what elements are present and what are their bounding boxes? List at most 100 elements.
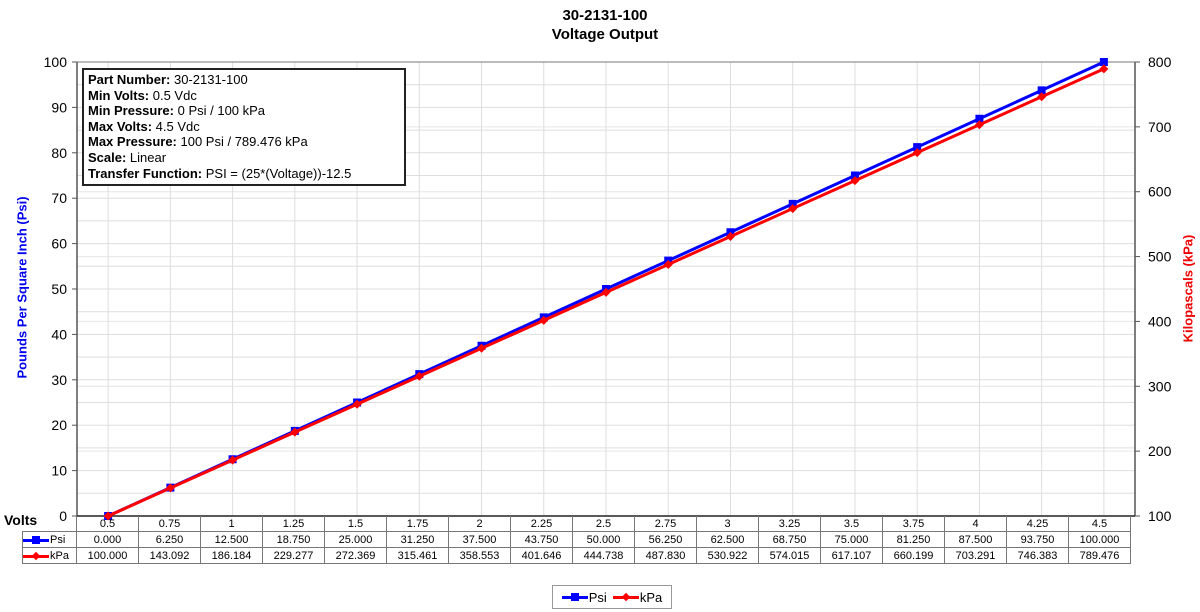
table-cell: 444.738 [572,547,635,564]
left-tick-label: 50 [51,281,67,297]
x-axis-label: Volts [4,512,38,528]
table-cell: 703.291 [944,547,1007,564]
marker-diamond [663,259,673,269]
info-value: 100 Psi / 789.476 kPa [176,134,308,150]
table-cell: 487.830 [634,547,697,564]
right-tick-label: 500 [1148,249,1172,265]
info-label: Min Volts: [88,87,150,103]
marker-diamond [352,399,362,409]
table-category-cell: 3.75 [882,516,945,532]
legend-item-kpa: kPa [612,590,662,605]
info-value: 4.5 Vdc [152,118,200,134]
left-tick-label: 40 [51,326,67,342]
table-category-cell: 3.25 [758,516,821,532]
info-value: 0 Psi / 100 kPa [173,103,266,119]
table-row-label: kPa [22,547,77,564]
left-axis-label: Pounds Per Square Inch (Psi) [14,196,30,379]
table-category-cell: 1.75 [386,516,449,532]
psi-swatch-icon [23,535,49,544]
right-tick-label: 100 [1148,508,1172,524]
table-cell: 25.000 [324,531,387,548]
info-value: PSI = (25*(Voltage))-12.5 [202,165,352,181]
legend: Psi kPa [552,585,672,609]
table-cell: 574.015 [758,547,821,564]
table-cell: 12.500 [200,531,263,548]
info-row: Min Volts: 0.5 Vdc [88,88,400,104]
info-row: Max Pressure: 100 Psi / 789.476 kPa [88,134,400,150]
table-cell: 75.000 [820,531,883,548]
info-label: Max Volts: [88,118,153,134]
table-category-cell: 3 [696,516,759,532]
table-cell: 617.107 [820,547,883,564]
right-axis-label: Kilopascals (kPa) [1180,234,1196,343]
info-row: Min Pressure: 0 Psi / 100 kPa [88,103,400,119]
marker-diamond [477,343,487,353]
info-label: Transfer Function: [88,165,203,181]
table-cell: 315.461 [386,547,449,564]
left-tick-label: 80 [51,145,67,161]
table-cell: 93.750 [1006,531,1069,548]
marker-diamond [414,371,424,381]
table-cell: 43.750 [510,531,573,548]
info-value: 0.5 Vdc [149,87,197,103]
table-row-label: Psi [22,531,77,548]
table-cell: 62.500 [696,531,759,548]
marker-diamond [725,232,735,242]
marker-diamond [788,204,798,214]
table-cell: 18.750 [262,531,325,548]
left-tick-label: 90 [51,99,67,115]
legend-swatch-icon [561,593,588,601]
marker-diamond [912,148,922,158]
legend-item-psi: Psi [561,590,607,605]
info-label: Max Pressure: [88,134,177,150]
table-category-cell: 4.5 [1068,516,1131,532]
marker-diamond [539,315,549,325]
table-cell: 6.250 [138,531,201,548]
info-row: Max Volts: 4.5 Vdc [88,119,400,135]
marker-diamond [1099,64,1109,74]
right-tick-label: 200 [1148,443,1172,459]
marker-diamond [290,427,300,437]
chart-title-line1: 30-2131-100 [562,7,648,24]
table-cell: 37.500 [448,531,511,548]
info-row: Part Number: 30-2131-100 [88,72,400,88]
table-cell: 401.646 [510,547,573,564]
legend-swatch-icon [612,592,639,602]
left-tick-label: 70 [51,190,67,206]
info-value: 30-2131-100 [170,72,248,87]
table-row: kPa 100.000 143.092 186.184 229.277 272.369 31… [22,547,1131,564]
chart-title-line2: Voltage Output [551,26,659,43]
table-cell: 87.500 [944,531,1007,548]
table-category-cell: 2.75 [634,516,697,532]
table-cell: 0.000 [76,531,139,548]
table-cell: 789.476 [1068,547,1131,564]
right-tick-label: 600 [1148,184,1172,200]
marker-square [913,143,922,152]
marker-square [850,171,859,180]
marker-square [975,114,984,123]
marker-diamond [974,120,984,130]
info-label: Scale: [88,149,127,165]
marker-square [1099,58,1108,66]
table-cell: 746.383 [1006,547,1069,564]
info-row: Scale: Linear [88,150,400,166]
marker-diamond [1037,92,1047,102]
table-category-cell: 4 [944,516,1007,532]
table-cell: 358.553 [448,547,511,564]
left-tick-label: 10 [51,463,67,479]
kpa-swatch-icon [23,551,49,560]
table-category-cell: 2 [448,516,511,532]
table-cell: 100.000 [1068,531,1131,548]
marker-square [1037,86,1046,95]
info-label: Min Pressure: [88,103,174,119]
table-category-cell: 0.75 [138,516,201,532]
table-category-cell: 3.5 [820,516,883,532]
left-tick-label: 0 [59,508,67,524]
table-row: Psi 0.000 6.250 12.500 18.750 25.000 31.250 37.… [22,531,1131,548]
right-tick-label: 400 [1148,313,1172,329]
table-cell: 56.250 [634,531,697,548]
table-cell: 660.199 [882,547,945,564]
table-cell: 272.369 [324,547,387,564]
info-label: Part Number: [88,72,171,87]
